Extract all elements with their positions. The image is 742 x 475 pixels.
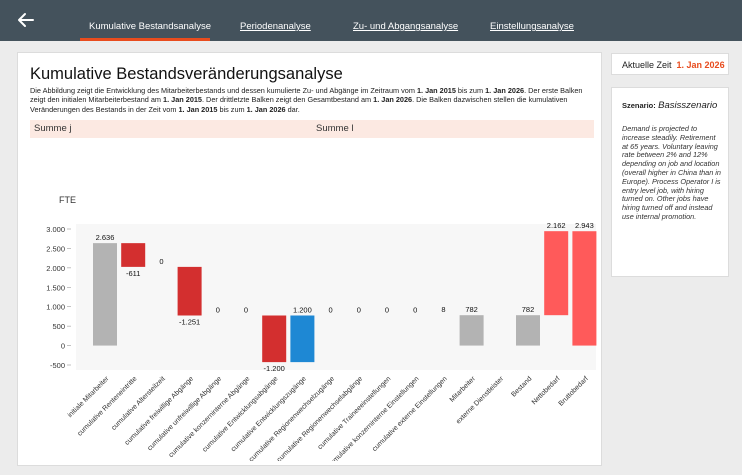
y-tick-label: 1.000 [46, 303, 65, 312]
tab-periodenanalyse[interactable]: Periodenanalyse [240, 21, 311, 32]
data-label: -1.200 [264, 364, 285, 373]
bar [121, 243, 146, 267]
tab-kumulative-bestandsanalyse[interactable]: Kumulative Bestandsanalyse [89, 21, 211, 32]
data-label: 0 [329, 305, 333, 314]
bar [93, 243, 117, 346]
x-tick-label: cumulative Renteneintritte [76, 375, 138, 437]
x-tick-label: Nettobedarf [531, 375, 562, 406]
description-segment: 1. Jan 2015 [178, 104, 218, 114]
tab-einstellungsanalyse[interactable]: Einstellungsanalyse [490, 21, 574, 32]
scenario-description: Demand is projected to increase steadily… [622, 124, 721, 221]
description-segment: 1. Jan 2026 [373, 95, 413, 105]
current-time-value: 1. Jan 2026 [676, 60, 725, 70]
description-segment: . Der drittletzte Balken zeigt den Gesam… [202, 95, 374, 105]
x-tick-label: Mitarbeiter [449, 375, 478, 404]
description-segment: 1. Jan 2026 [485, 86, 525, 95]
description-segment: Die Abbildung zeigt die Entwicklung des … [30, 86, 417, 95]
data-label: 0 [413, 305, 417, 314]
data-label: 0 [159, 257, 163, 266]
x-tick-label: externe Dienstleister [455, 375, 506, 426]
active-tab-indicator [80, 38, 210, 41]
data-label: 1.200 [293, 305, 312, 314]
data-label: -611 [126, 269, 140, 278]
data-label: 2.162 [547, 221, 566, 230]
data-label: -1.251 [179, 317, 200, 326]
data-label: 0 [216, 305, 220, 314]
description-segment: bis zum [217, 104, 247, 114]
description-segment: bis zum [455, 86, 486, 95]
bar [544, 231, 569, 316]
top-nav-bar: Kumulative Bestandsanalyse Periodenanaly… [0, 0, 742, 41]
y-tick-label: 500 [52, 322, 65, 331]
data-label: 0 [385, 305, 389, 314]
scenario-header: Szenario: Basisszenario [622, 100, 721, 111]
bar [177, 266, 202, 316]
x-tick-label: cumulative Altersteilzeit [110, 375, 166, 431]
data-label: 8 [441, 305, 445, 314]
chart-description: Die Abbildung zeigt die Entwicklung des … [30, 86, 595, 114]
summe-j-header: Summe j [30, 120, 320, 138]
description-segment: 1. Jan 2015 [416, 86, 456, 95]
description-segment: 1. Jan 2026 [246, 104, 286, 114]
page-title: Kumulative Bestandsveränderungsanalyse [30, 65, 343, 83]
scenario-panel: Szenario: Basisszenario Demand is projec… [611, 87, 729, 277]
tab-zu-und-abgangsanalyse[interactable]: Zu- und Abgangsanalyse [353, 21, 459, 32]
x-tick-label: Bestand [510, 375, 533, 398]
data-label: 0 [357, 305, 361, 314]
back-arrow-icon[interactable] [16, 10, 36, 30]
y-tick-label: 1.500 [46, 283, 65, 292]
y-axis-label: FTE [59, 195, 76, 205]
y-tick-label: 2.000 [46, 264, 65, 273]
data-label: 782 [465, 305, 478, 314]
summe-l-header: Summe l [312, 120, 594, 138]
waterfall-chart: FTE 3.000 2.500 2.000 1.500 1.000 500 0 -500 2.63… [46, 195, 597, 461]
data-label: 782 [522, 305, 535, 314]
bar [262, 315, 287, 363]
scenario-name: Basisszenario [658, 100, 718, 111]
data-label: 0 [244, 305, 248, 314]
x-tick-label: Bruttobedarf [558, 375, 590, 407]
bar [290, 315, 315, 363]
y-tick-label: -500 [50, 361, 65, 370]
description-segment: dar. [285, 104, 300, 114]
y-tick-label: 2.500 [46, 244, 65, 253]
bar [459, 315, 484, 346]
plot-background [76, 224, 596, 370]
y-tick-label: 3.000 [46, 225, 65, 234]
current-time-panel: Aktuelle Zeit 1. Jan 2026 [611, 53, 729, 75]
bar [572, 231, 597, 346]
bar [516, 315, 540, 346]
main-panel: Kumulative Bestandsveränderungsanalyse D… [17, 52, 602, 466]
scenario-label: Szenario: [622, 101, 656, 110]
description-segment: . Der erste Balken zeigt den initialen M… [30, 86, 583, 105]
current-time-label: Aktuelle Zeit [622, 60, 672, 70]
data-label: 2.943 [575, 221, 594, 230]
description-segment: 1. Jan 2015 [163, 95, 202, 105]
y-tick-label: 0 [61, 342, 65, 351]
description-segment: . Die Balken dazwischen stellen die kumu… [30, 95, 568, 114]
data-label: 2.636 [96, 233, 115, 242]
